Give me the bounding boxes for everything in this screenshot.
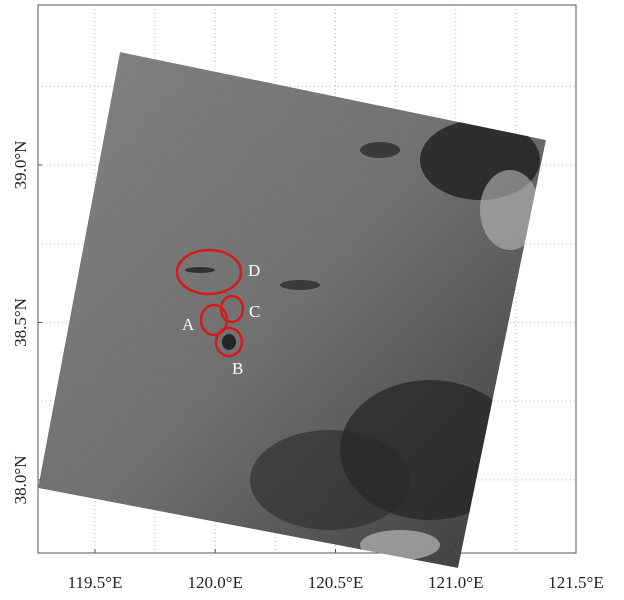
x-tick-label: 119.5°E [68, 573, 123, 592]
x-tick-label: 120.5°E [308, 573, 363, 592]
y-tick-label: 38.5°N [11, 298, 30, 347]
y-tick-label: 39.0°N [11, 141, 30, 190]
x-tick-label: 121.0°E [428, 573, 483, 592]
region-label: A [182, 315, 195, 334]
sar-image [38, 52, 546, 568]
map-figure: A B C D 119.5°E 120.0°E 120.5°E 121.0°E 121.… [0, 0, 624, 600]
x-tick-label: 121.5°E [548, 573, 603, 592]
region-label: D [248, 261, 260, 280]
x-tick-label: 120.0°E [188, 573, 243, 592]
region-label: B [232, 359, 243, 378]
y-tick-label: 38.0°N [11, 456, 30, 505]
region-label: C [249, 302, 260, 321]
